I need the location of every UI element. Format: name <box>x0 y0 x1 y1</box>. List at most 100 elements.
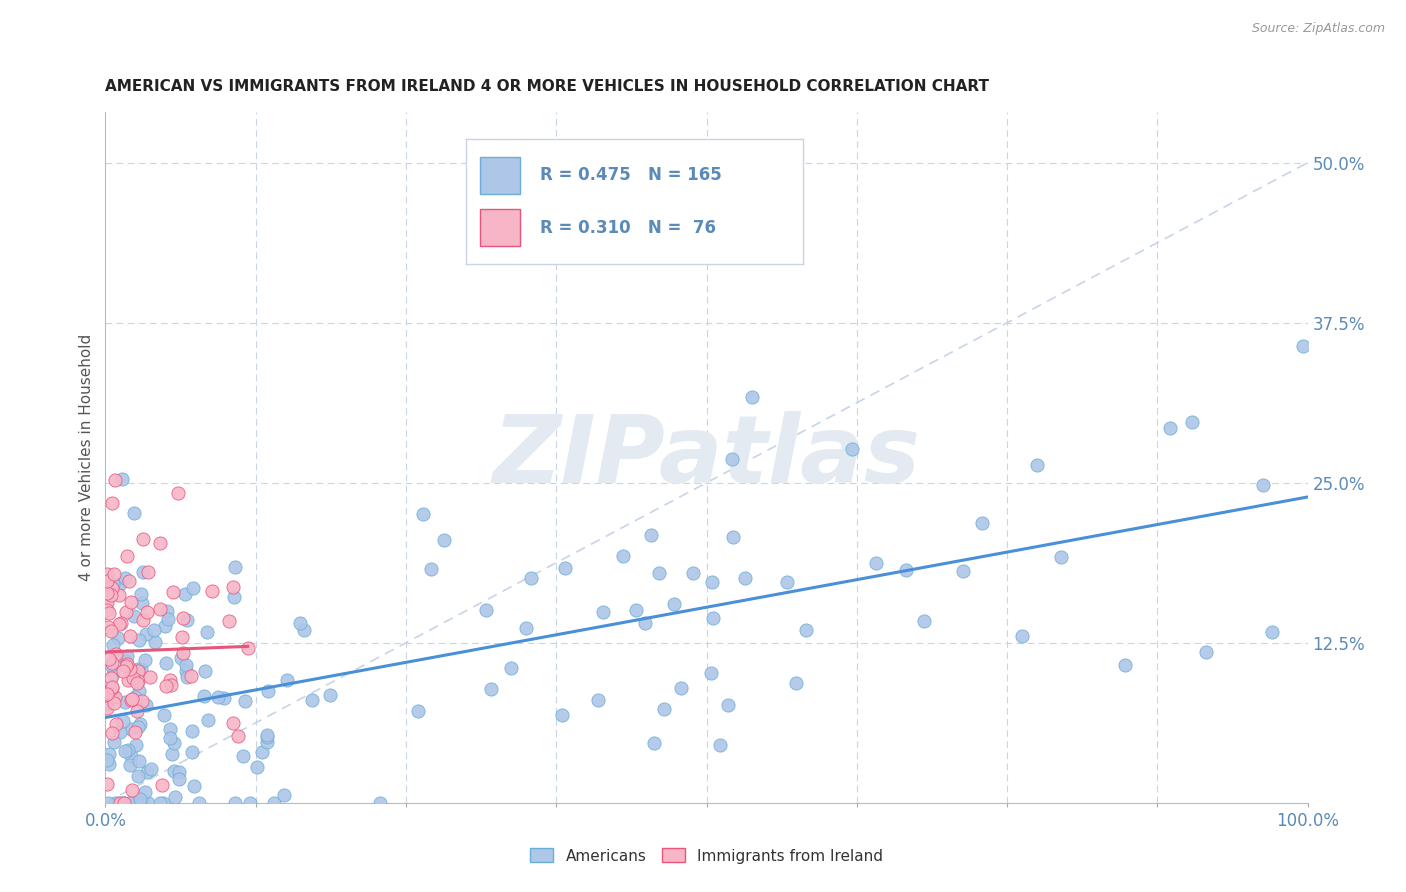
Point <box>662 597 685 611</box>
Point <box>648 566 671 581</box>
Text: AMERICAN VS IMMIGRANTS FROM IRELAND 4 OR MORE VEHICLES IN HOUSEHOLD CORRELATION : AMERICAN VS IMMIGRANTS FROM IRELAND 4 OR… <box>105 78 990 94</box>
Point <box>256 730 278 744</box>
Point <box>155 618 177 632</box>
Point <box>169 651 191 665</box>
Point <box>143 635 166 649</box>
Point <box>163 790 186 805</box>
Point <box>98 747 121 761</box>
Point <box>233 694 256 708</box>
Point <box>433 533 456 548</box>
Point <box>96 777 118 791</box>
Point <box>129 717 152 731</box>
Point <box>108 577 131 591</box>
Point <box>794 624 817 638</box>
Point <box>131 587 153 601</box>
Point <box>104 717 127 731</box>
Point <box>110 615 132 630</box>
Point <box>551 707 574 722</box>
Point <box>172 611 194 625</box>
Point <box>652 702 675 716</box>
Point <box>159 722 181 736</box>
Point <box>155 656 177 670</box>
Point <box>141 762 163 776</box>
Point <box>127 673 149 688</box>
Point <box>96 701 118 715</box>
Point <box>100 657 122 672</box>
Point <box>256 684 278 698</box>
Point <box>97 796 120 810</box>
Point <box>100 726 122 740</box>
Point <box>138 796 160 810</box>
Point <box>124 506 146 520</box>
Point <box>1026 458 1049 472</box>
Point <box>741 390 763 404</box>
Point <box>96 574 118 588</box>
Point <box>100 588 122 602</box>
Point <box>176 670 198 684</box>
Point <box>183 779 205 793</box>
Point <box>101 496 124 510</box>
Point <box>224 559 246 574</box>
Point <box>207 690 229 705</box>
Point <box>633 616 655 631</box>
Point <box>104 796 127 810</box>
Point <box>276 673 298 687</box>
Point <box>239 796 262 810</box>
Point <box>232 748 254 763</box>
Point <box>501 661 523 675</box>
Point <box>131 596 153 610</box>
Point <box>174 665 197 679</box>
Point <box>117 743 139 757</box>
Point <box>1011 629 1033 643</box>
Point <box>100 671 122 685</box>
Point <box>118 796 141 810</box>
Point <box>160 678 183 692</box>
Point <box>301 693 323 707</box>
Point <box>176 613 198 627</box>
Point <box>111 472 134 486</box>
Point <box>121 783 143 797</box>
Point <box>1292 339 1315 353</box>
Point <box>117 673 139 687</box>
Point <box>717 698 740 712</box>
Point <box>120 757 142 772</box>
Point <box>150 778 173 792</box>
Legend: Americans, Immigrants from Ireland: Americans, Immigrants from Ireland <box>523 841 890 871</box>
Point <box>1261 624 1284 639</box>
Point <box>111 664 134 678</box>
Point <box>96 753 118 767</box>
Point <box>96 586 118 600</box>
Point <box>290 616 312 631</box>
Point <box>785 676 807 690</box>
Point <box>136 605 159 619</box>
Point <box>100 681 122 695</box>
Point <box>159 673 181 688</box>
Point <box>107 588 129 602</box>
Point <box>115 657 138 671</box>
Point <box>115 654 138 668</box>
Point <box>100 681 122 695</box>
Point <box>236 641 259 656</box>
Point <box>643 736 665 750</box>
Point <box>1159 421 1181 435</box>
Point <box>96 603 118 617</box>
Point <box>1195 645 1218 659</box>
Point <box>104 473 127 487</box>
Point <box>149 536 172 550</box>
Point <box>104 690 127 705</box>
Point <box>101 577 124 591</box>
Point <box>682 566 704 581</box>
Point <box>128 632 150 647</box>
Point <box>124 609 146 624</box>
Point <box>163 736 186 750</box>
Point <box>193 689 215 703</box>
Point <box>669 681 692 695</box>
Point <box>103 696 125 710</box>
Point <box>124 725 146 739</box>
Point <box>129 792 152 806</box>
Point <box>132 796 155 810</box>
Point <box>252 745 274 759</box>
Point <box>201 583 224 598</box>
Point <box>148 602 170 616</box>
Point <box>107 617 129 632</box>
